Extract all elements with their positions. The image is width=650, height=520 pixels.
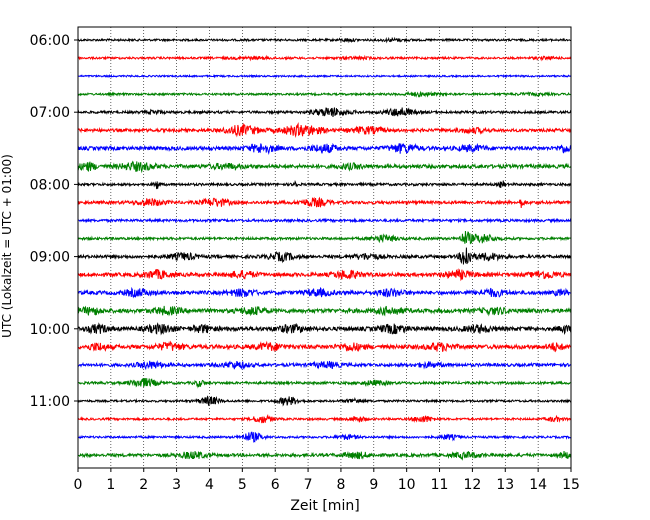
trace-1115 — [77, 414, 572, 424]
x-tick-label: 3 — [172, 477, 181, 493]
x-tick-label: 12 — [463, 477, 481, 493]
trace-0600 — [77, 36, 572, 44]
trace-0845 — [77, 231, 572, 245]
x-tick-label: 2 — [139, 477, 148, 493]
trace-0830 — [77, 217, 572, 224]
x-tick-label: 0 — [74, 477, 83, 493]
x-tick-label: 15 — [562, 477, 580, 493]
x-tick-label: 5 — [238, 477, 247, 493]
x-tick-label: 4 — [205, 477, 214, 493]
trace-0615 — [77, 54, 572, 62]
y-axis: 06:00 07:00 08:00 09:00 10:00 11:00 — [30, 33, 78, 410]
x-tick-label: 7 — [304, 477, 313, 493]
y-tick-label: 10:00 — [30, 322, 70, 338]
trace-0800 — [77, 179, 572, 190]
x-tick-label: 6 — [271, 477, 280, 493]
trace-0730 — [77, 142, 572, 156]
x-tick-label: 11 — [431, 477, 449, 493]
y-axis-label: UTC (Lokalzeit = UTC + 01:00) — [0, 154, 14, 338]
trace-1000 — [77, 322, 572, 336]
y-tick-label: 09:00 — [30, 250, 70, 266]
x-axis: 0 1 2 3 4 5 6 7 8 9 10 11 12 13 14 15 — [74, 468, 580, 493]
x-tick-label: 8 — [336, 477, 345, 493]
y-tick-label: 08:00 — [30, 177, 70, 193]
trace-0915 — [77, 268, 572, 282]
trace-1100 — [77, 395, 572, 407]
x-tick-label: 1 — [106, 477, 115, 493]
trace-1030 — [77, 360, 572, 371]
trace-0715 — [77, 121, 572, 139]
x-tick-label: 10 — [398, 477, 416, 493]
plot-frame — [77, 26, 572, 469]
trace-0930 — [77, 286, 572, 299]
trace-0745 — [77, 160, 572, 174]
trace-0645 — [77, 90, 572, 98]
trace-0630 — [77, 73, 572, 79]
trace-0815 — [77, 196, 572, 208]
y-tick-label: 06:00 — [30, 33, 70, 49]
trace-0945 — [77, 305, 572, 317]
x-tick-label: 14 — [529, 477, 547, 493]
traces — [77, 36, 572, 461]
trace-1130 — [77, 431, 572, 443]
trace-0900 — [77, 247, 572, 265]
trace-1145 — [77, 451, 572, 461]
trace-0700 — [77, 107, 572, 117]
x-tick-label: 13 — [496, 477, 514, 493]
x-tick-label: 9 — [369, 477, 378, 493]
y-tick-label: 07:00 — [30, 105, 70, 121]
trace-1045 — [77, 377, 572, 389]
x-axis-label: Zeit [min] — [290, 498, 359, 514]
y-tick-label: 11:00 — [30, 394, 70, 410]
trace-1015 — [77, 340, 572, 353]
